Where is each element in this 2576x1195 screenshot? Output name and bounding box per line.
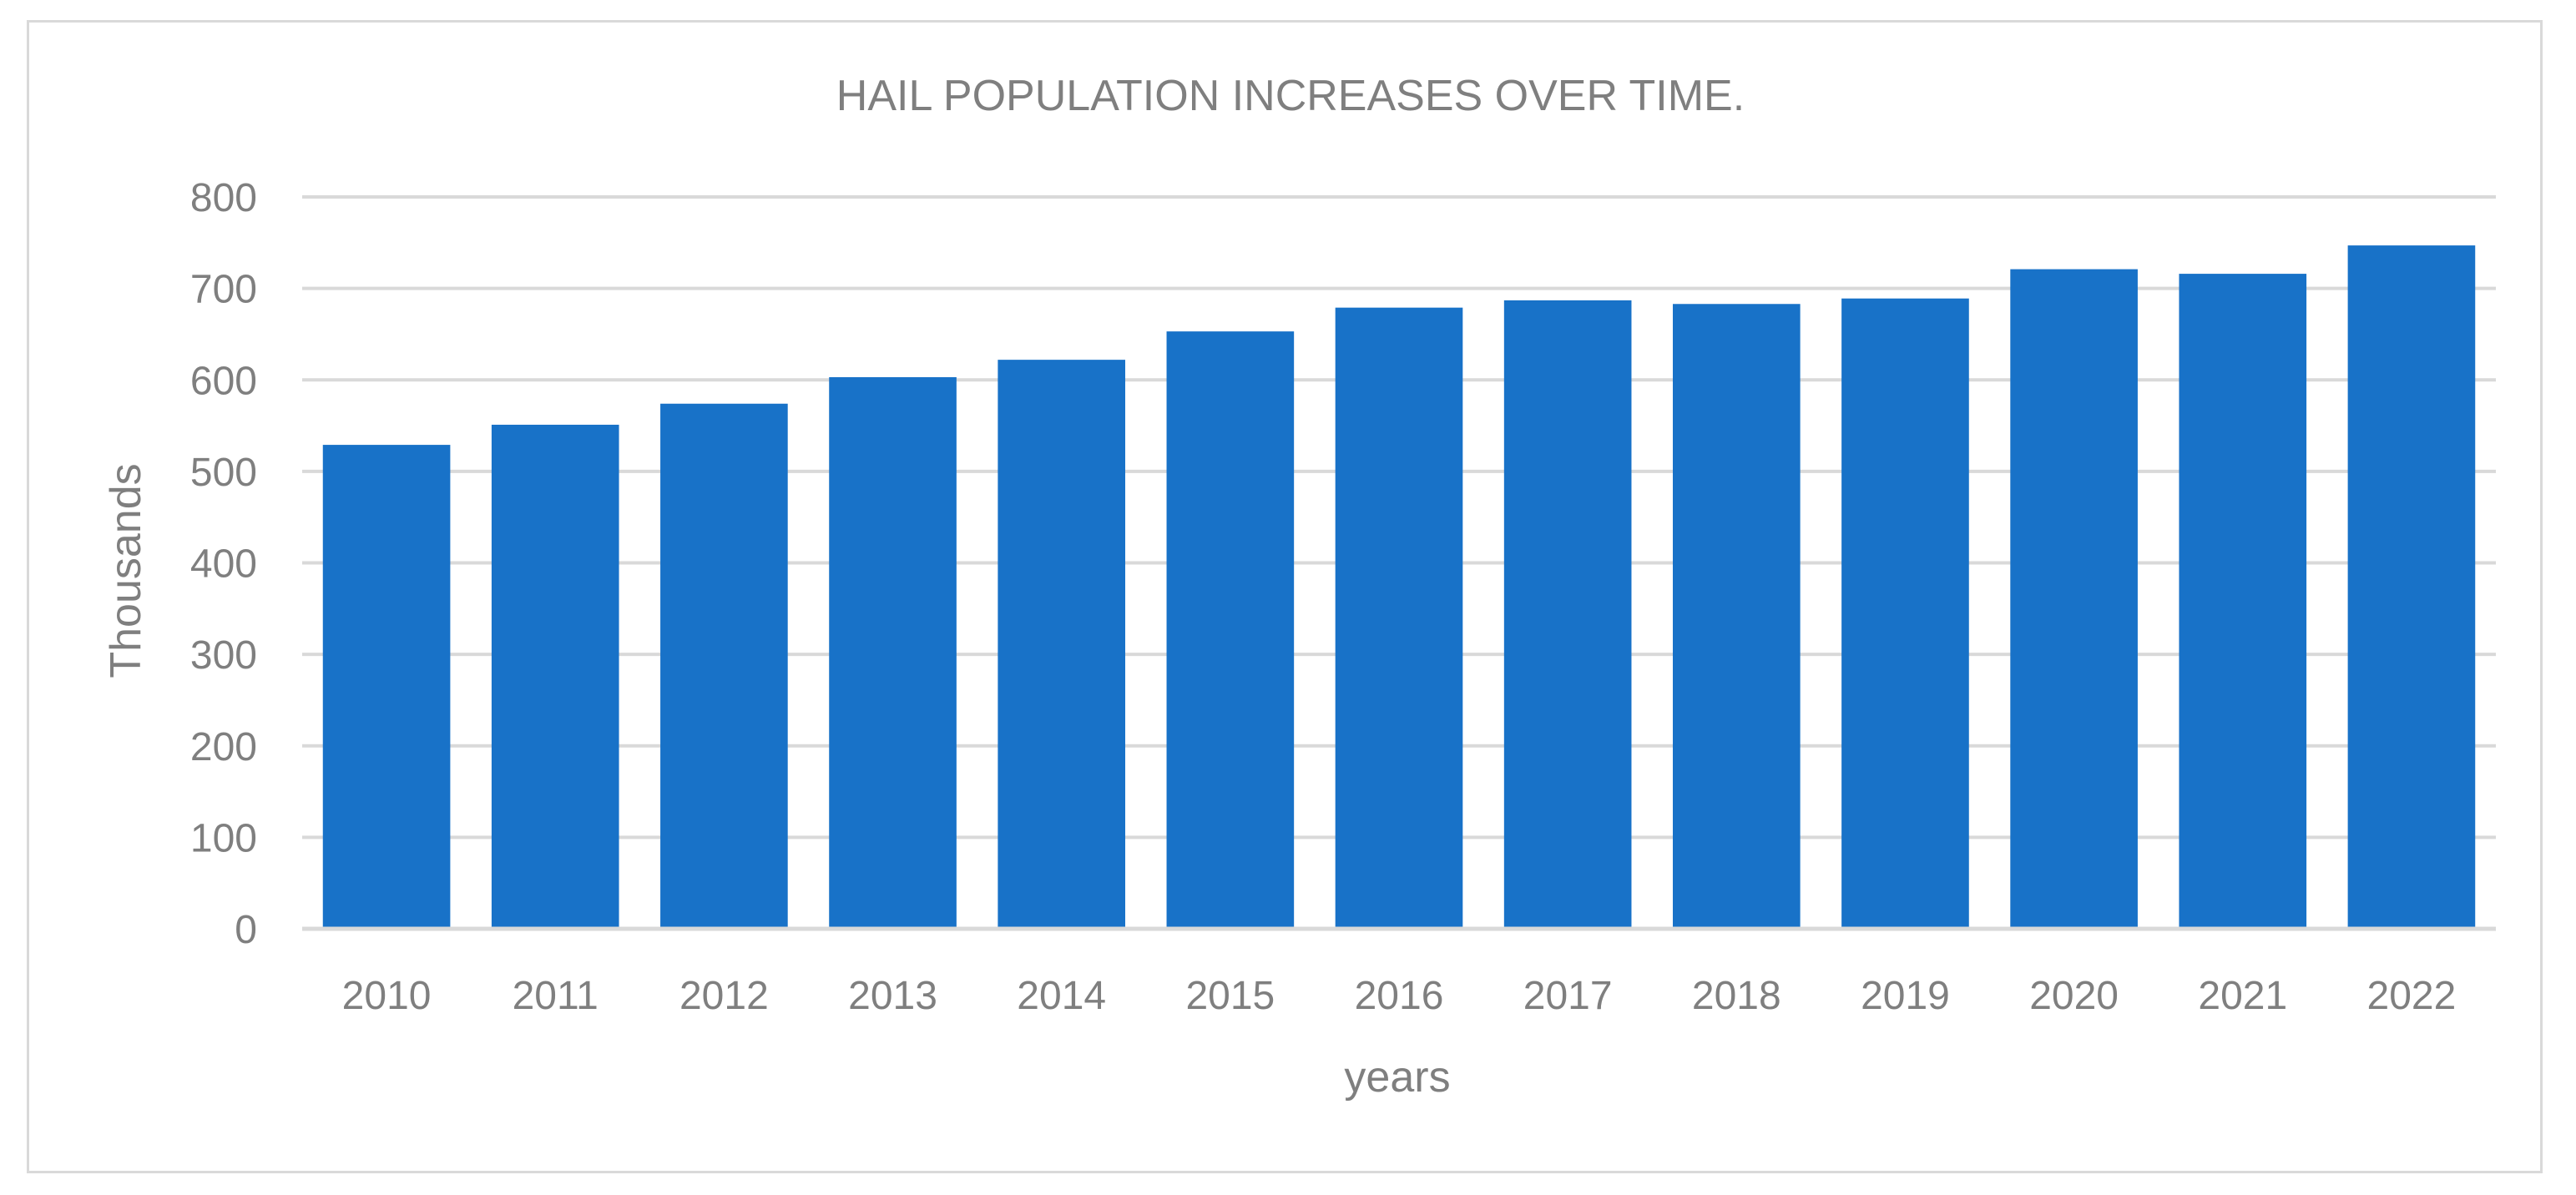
y-tick-label: 300 (190, 633, 257, 678)
y-axis-tick-labels: 0 100 200 300 400 500 600 700 800 (190, 176, 257, 952)
y-tick-label: 400 (190, 542, 257, 587)
bars (322, 245, 2476, 930)
y-tick-label: 200 (190, 725, 257, 769)
bar-2021 (2179, 274, 2307, 930)
y-tick-label: 800 (190, 176, 257, 220)
x-tick-label: 2016 (1355, 974, 1444, 1018)
bar-2022 (2347, 245, 2476, 929)
bar-2010 (322, 445, 451, 929)
x-tick-label: 2019 (1861, 974, 1950, 1018)
x-tick-label: 2022 (2367, 974, 2457, 1018)
x-tick-label: 2018 (1692, 974, 1781, 1018)
chart-title: HAIL POPULATION INCREASES OVER TIME. (836, 72, 1745, 120)
y-tick-label: 600 (190, 359, 257, 403)
bar-2020 (2010, 269, 2138, 929)
bar-2016 (1335, 307, 1463, 929)
x-axis-title: years (1344, 1053, 1450, 1102)
x-tick-label: 2015 (1185, 974, 1275, 1018)
x-tick-label: 2011 (513, 974, 599, 1018)
y-tick-label: 0 (235, 908, 257, 952)
y-tick-label: 700 (190, 268, 257, 312)
x-tick-label: 2017 (1523, 974, 1613, 1018)
x-axis-tick-labels: 2010 2011 2012 2013 2014 2015 2016 2017 2018 2019… (342, 974, 2457, 1018)
bar-2018 (1672, 304, 1801, 930)
y-axis-title: Thousands (102, 463, 150, 678)
x-tick-label: 2020 (2029, 974, 2119, 1018)
x-tick-label: 2010 (342, 974, 432, 1018)
y-tick-label: 500 (190, 451, 257, 495)
y-tick-label: 100 (190, 816, 257, 860)
x-tick-label: 2014 (1017, 974, 1106, 1018)
bar-2013 (829, 376, 957, 929)
x-tick-label: 2013 (848, 974, 937, 1018)
bar-2019 (1841, 298, 1969, 930)
x-tick-label: 2021 (2198, 974, 2287, 1018)
bar-2014 (998, 360, 1126, 929)
bar-2017 (1503, 300, 1632, 930)
x-tick-label: 2012 (679, 974, 769, 1018)
bar-2011 (491, 424, 619, 929)
bar-2012 (660, 403, 788, 929)
bar-2015 (1166, 331, 1295, 929)
